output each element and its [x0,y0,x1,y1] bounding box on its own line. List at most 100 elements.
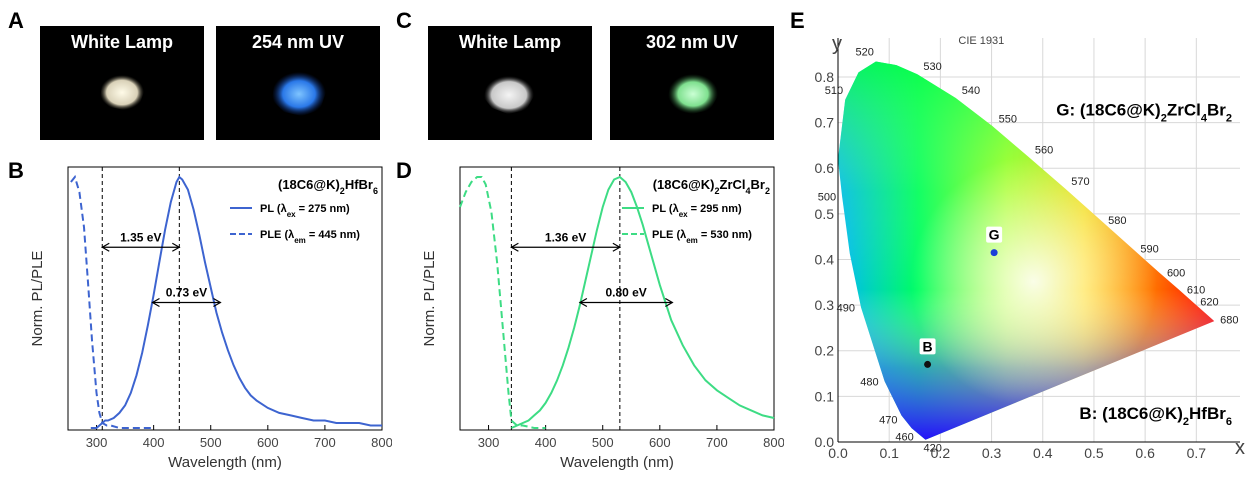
x-tick-label: 0.0 [828,445,848,461]
wavelength-label: 520 [856,46,874,58]
panel-letter-c: C [396,8,412,33]
arrow-head-right [172,242,181,252]
series-ple-line [70,174,154,429]
wavelength-label: 560 [1035,144,1053,156]
x-tick-label: 400 [535,435,557,450]
panel-letter-e: E [790,8,805,33]
cie-point-label: B [923,338,933,354]
legend-entry: PLE (λem = 445 nm) [260,229,360,245]
x-tick-label: 0.7 [1187,445,1207,461]
x-axis-label: Wavelength (nm) [168,454,282,471]
photo-label: 302 nm UV [645,32,739,52]
compound-title: (18C6@K)2HfBr6 [278,177,378,196]
cie-point-label-bg [919,338,936,355]
arrow-head-left [510,242,519,252]
wavelength-label: 680 [1220,314,1238,326]
photo-white-lamp-hfbr6: White Lamp [40,26,204,140]
cie-point-label: G [989,227,1000,243]
y-tick-label: 0.0 [815,434,835,450]
powder-white-icon [484,76,534,114]
energy-annotation-label: 0.80 eV [605,286,646,300]
wavelength-label: 490 [837,302,855,314]
photo-302nm-uv: 302 nm UV [610,26,774,140]
wavelength-label: 590 [1140,244,1158,256]
compound-title: (18C6@K)2ZrCl4Br2 [653,177,770,196]
x-tick-label: 0.6 [1135,445,1155,461]
arrow-head-right [612,242,622,252]
panel-letter-d: D [396,158,412,183]
wavelength-label: 420 [924,443,942,455]
wavelength-label: 540 [962,85,980,97]
y-tick-label: 0.8 [815,69,835,85]
energy-annotation-label: 0.73 eV [166,286,207,300]
y-tick-label: 0.3 [815,297,835,313]
panel-letter-b: B [8,158,24,183]
x-tick-label: 600 [649,435,671,450]
series-pl-line [90,175,382,429]
x-tick-label: 0.1 [879,445,899,461]
powder-white-icon [100,75,144,110]
wavelength-label: 550 [999,113,1017,125]
y-tick-label: 0.4 [815,251,835,267]
x-tick-label: 500 [592,435,614,450]
series-ple-line [459,176,546,429]
y-axis-label: Norm. PL/PLE [29,251,46,347]
x-tick-label: 300 [86,435,108,450]
photo-label: White Lamp [71,32,173,52]
wavelength-label: 610 [1187,285,1205,297]
cie-point-g [990,249,998,257]
powder-blue-glow-icon [272,72,326,116]
photo-label: White Lamp [459,32,561,52]
wavelength-label: 530 [923,61,941,73]
arrow-head-right [213,297,222,308]
y-tick-label: 0.2 [815,343,835,359]
legend-entry: PL (λex = 295 nm) [652,203,742,219]
x-axis-label: x [1235,437,1245,459]
x-tick-label: 300 [478,435,500,450]
x-tick-label: 0.2 [931,445,951,461]
legend-b-compound: B: (18C6@K)2HfBr6 [1079,404,1232,428]
y-tick-label: 0.1 [815,388,835,404]
x-tick-label: 500 [200,435,222,450]
wavelength-label: 620 [1200,296,1218,308]
wavelength-label: 510 [825,85,843,97]
plot-frame [67,166,383,431]
wavelength-label: 600 [1167,267,1185,279]
y-tick-label: 0.6 [815,160,835,176]
x-tick-label: 0.3 [982,445,1002,461]
chart-d-pl-ple-zrcl4br2: 300 400 500 600 700 800 Wavelength (nm) Norm. P… [421,166,784,471]
wavelength-label: 570 [1071,176,1089,188]
cie-point-b [924,360,932,368]
plot-frame [459,166,775,431]
x-tick-label: 400 [143,435,165,450]
legend-g-compound: G: (18C6@K)2ZrCl4Br2 [1056,100,1232,124]
photo-label: 254 nm UV [251,32,345,52]
photo-254nm-uv: 254 nm UV [216,26,380,140]
x-tick-label: 700 [706,435,728,450]
x-tick-label: 800 [763,435,784,450]
chart-title: CIE 1931 [958,35,1004,47]
y-axis-label: y [832,33,842,55]
powder-green-glow-icon [668,74,718,114]
wavelength-label: 460 [895,431,913,443]
arrow-head-left [578,297,588,308]
energy-annotation-label: 1.36 eV [545,230,586,244]
chart-b-pl-ple-hfbr6: 300 400 500 600 700 800 Wavelength (nm) Norm. P… [29,166,392,471]
x-tick-label: 0.5 [1084,445,1104,461]
cie-point-label-bg [986,226,1003,243]
wavelength-label: 480 [860,376,878,388]
arrow-head-left [151,297,160,308]
wavelength-label: 470 [879,415,897,427]
x-tick-label: 600 [257,435,279,450]
photo-white-lamp-zrcl4br2: White Lamp [428,26,592,140]
y-axis-label: Norm. PL/PLE [421,251,438,347]
chart-e-cie1931: 0.0 0.1 0.2 0.3 0.4 0.5 0.6 0.7 0.0 0.1 0.2 0.3 0.4 0… [815,33,1245,461]
panel-letter-a: A [8,8,24,33]
energy-annotation-label: 1.35 eV [120,230,161,244]
wavelength-label: 500 [818,192,836,204]
x-axis-label: Wavelength (nm) [560,454,674,471]
series-pl-line [510,175,775,429]
legend-entry: PLE (λem = 530 nm) [652,229,752,245]
y-tick-label: 0.7 [815,115,835,131]
x-tick-label: 700 [314,435,336,450]
